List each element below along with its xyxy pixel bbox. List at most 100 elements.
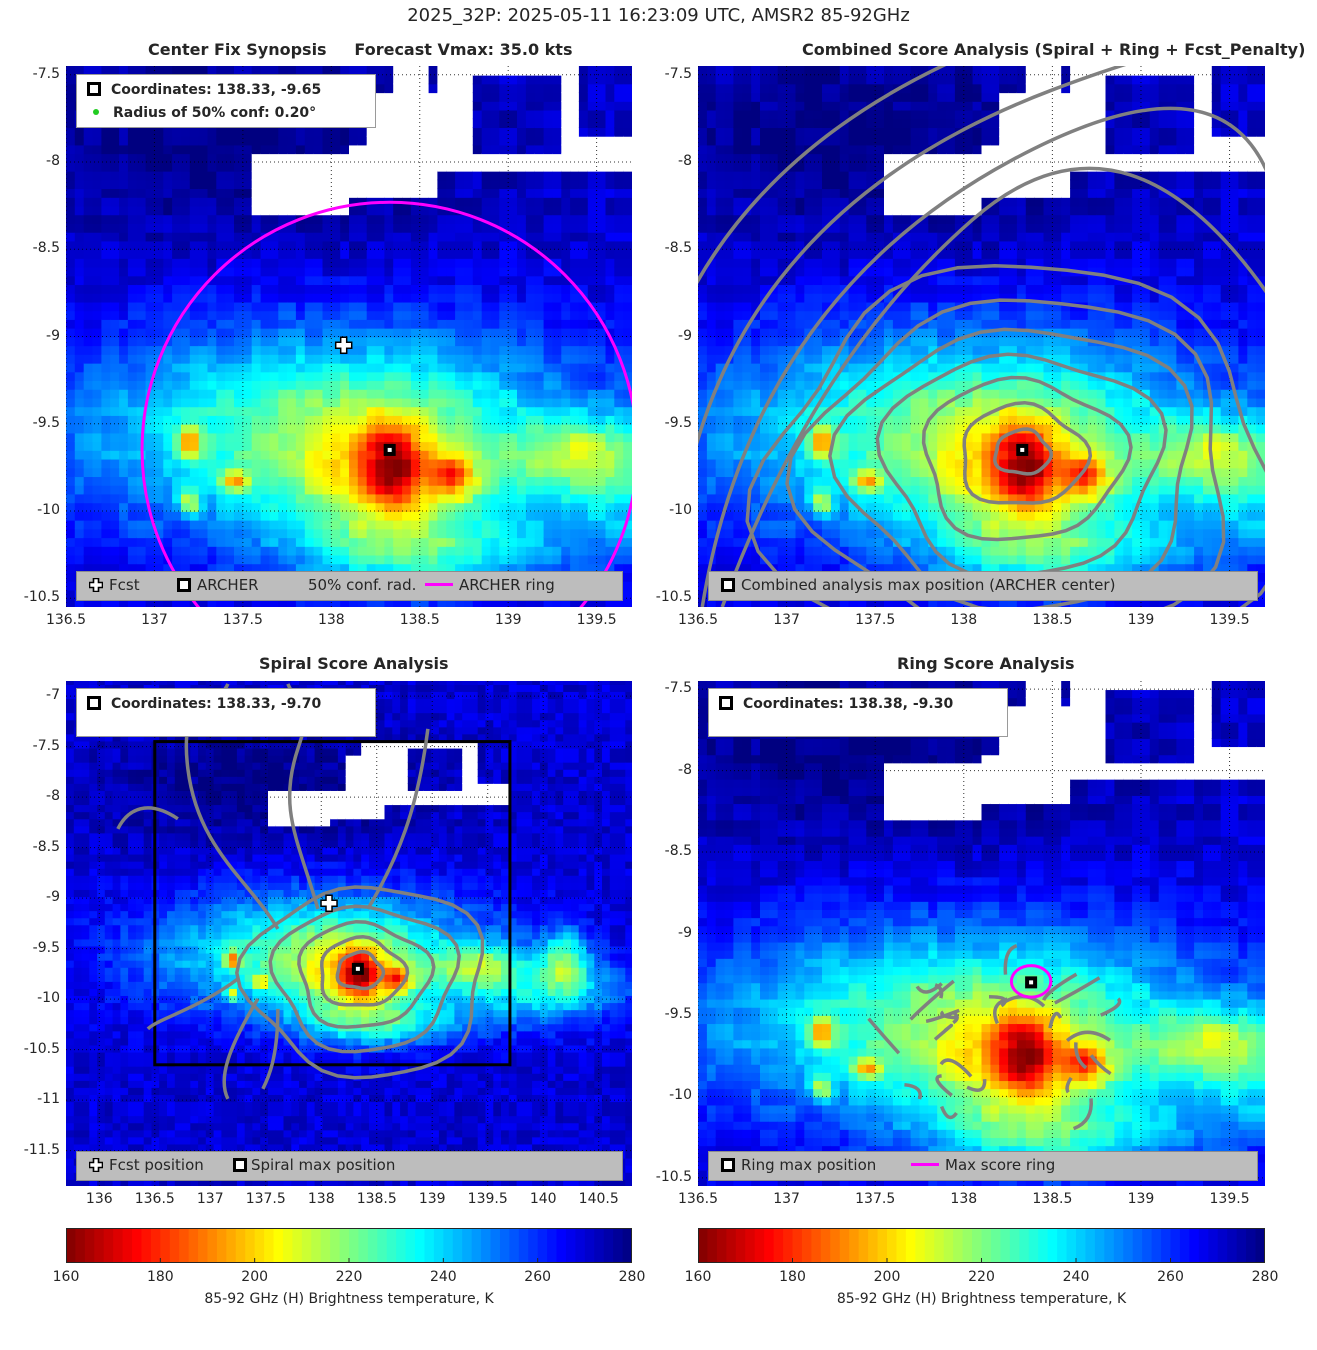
colorbar-tick-label: 240: [429, 1269, 457, 1285]
colorbar-tick-label: 240: [1062, 1269, 1090, 1285]
spiral-fcst-marker: [320, 894, 338, 912]
x-tick-label: 137.5: [855, 1191, 896, 1207]
tb-field: [698, 681, 1265, 1186]
colorbar-swatch: [896, 1228, 907, 1263]
colorbar-swatch: [877, 1228, 888, 1263]
colorbar-right-label: 85-92 GHz (H) Brightness temperature, K: [836, 1291, 1127, 1307]
y-tick-label: -10.5: [23, 1040, 60, 1057]
combined-title: Combined Score Analysis (Spiral + Ring +…: [802, 40, 1306, 59]
colorbar-swatch: [811, 1228, 822, 1263]
colorbar-swatch: [415, 1228, 426, 1263]
colorbar-swatch: [320, 1228, 331, 1263]
colorbar-swatch: [301, 1228, 313, 1263]
colorbar-swatch: [1057, 1228, 1068, 1263]
spiral-plot: [66, 681, 632, 1186]
contour-line: [925, 1008, 960, 1024]
max-ring-line-icon: [911, 1163, 939, 1166]
combined-legend: Combined analysis max position (ARCHER c…: [708, 571, 1258, 601]
contour-line: [962, 400, 1093, 505]
x-tick-label: 137: [141, 612, 168, 628]
x-tick-label: 139: [418, 1191, 446, 1207]
y-tick-label: -9: [46, 327, 60, 344]
archer-square-icon: [177, 578, 191, 592]
x-tick-label: 138.5: [399, 612, 440, 628]
x-tick-label: 138: [950, 1191, 978, 1207]
fcst-plus-icon: [89, 578, 103, 592]
x-tick-label: 136.5: [134, 1191, 175, 1207]
x-tick-label: 138: [950, 612, 978, 628]
colorbar-right: [697, 1228, 1266, 1263]
contour-line: [1003, 944, 1018, 975]
contour-line: [1089, 1054, 1112, 1076]
colorbar-tick-label: 200: [241, 1269, 269, 1285]
colorbar-swatch: [311, 1228, 322, 1263]
colorbar-swatch: [1076, 1228, 1087, 1263]
y-tick-label: -8.5: [664, 843, 692, 860]
x-tick-label: 139: [494, 612, 522, 628]
ring-line-icon: [425, 583, 453, 586]
contour-line: [921, 375, 1133, 542]
legend-ring: ARCHER ring: [459, 576, 555, 594]
colorbar-swatch: [716, 1228, 728, 1263]
colorbar-swatch: [150, 1228, 162, 1263]
colorbar-swatch: [575, 1228, 586, 1263]
colorbar-swatch: [622, 1228, 633, 1263]
tb-field: [698, 66, 1265, 607]
colorbar-swatch: [509, 1228, 520, 1263]
contour-line: [1048, 1011, 1063, 1029]
x-tick-label: 138.5: [1032, 612, 1073, 628]
colorbar-swatch: [386, 1228, 397, 1263]
spiral-info-box: Coordinates: 138.33, -9.70: [76, 688, 376, 737]
y-tick-label: -8.5: [32, 240, 60, 257]
combined-outer-contours: [698, 66, 1265, 607]
x-tick-label: 138.5: [356, 1191, 397, 1207]
colorbar-swatch: [981, 1228, 992, 1263]
synopsis-radius: Radius of 50% conf: 0.20°: [113, 105, 317, 121]
colorbar-swatch: [1227, 1228, 1238, 1263]
colorbar-swatch: [1217, 1228, 1228, 1263]
colorbar-tick-label: 180: [146, 1269, 174, 1285]
x-tick-label: 137.5: [245, 1191, 286, 1207]
y-tick-label: -10.5: [655, 1168, 692, 1185]
y-tick-label: -8: [678, 761, 692, 778]
contour-line: [785, 298, 1226, 607]
fcst-marker: [334, 336, 353, 354]
colorbar-swatch: [584, 1228, 596, 1263]
colorbar-swatch: [188, 1228, 199, 1263]
colorbar-swatch: [801, 1228, 813, 1263]
colorbar-swatch: [132, 1228, 143, 1263]
ring-contours: [867, 944, 1122, 1131]
x-tick-label: 139.5: [1209, 1191, 1250, 1207]
colorbar-swatch: [235, 1228, 247, 1263]
legend-spiral-max: Spiral max position: [251, 1156, 396, 1174]
y-tick-label: -9.5: [664, 1005, 692, 1022]
colorbar-swatch: [1255, 1228, 1266, 1263]
colorbar-swatch: [1094, 1228, 1106, 1263]
colorbar-swatch: [75, 1228, 86, 1263]
x-tick-label: 139: [1127, 1191, 1155, 1207]
colorbar-swatch: [330, 1228, 341, 1263]
colorbar-swatch: [783, 1228, 794, 1263]
colorbar-swatch: [1132, 1228, 1143, 1263]
colorbar-swatch: [198, 1228, 209, 1263]
ring-max-marker-center: [1029, 980, 1034, 985]
colorbar-swatch: [1151, 1228, 1162, 1263]
colorbar-swatch: [207, 1228, 218, 1263]
colorbar-swatch: [113, 1228, 124, 1263]
colorbar-swatch: [1019, 1228, 1030, 1263]
y-tick-label: -7.5: [664, 65, 692, 82]
archer-marker-icon: [87, 82, 101, 96]
contour-line: [1041, 972, 1078, 1002]
colorbar-left: [65, 1228, 633, 1263]
conf-dot-icon: [93, 109, 99, 115]
spiral-coords: Coordinates: 138.33, -9.70: [111, 696, 322, 712]
colorbar-swatch: [698, 1228, 709, 1263]
x-tick-label: 136: [85, 1191, 113, 1207]
x-tick-label: 137.5: [855, 612, 896, 628]
colorbar-swatch: [726, 1228, 737, 1263]
colorbar-swatch: [245, 1228, 256, 1263]
y-tick-label: -10: [669, 502, 692, 519]
colorbar-swatch: [1189, 1228, 1200, 1263]
colorbar-swatch: [924, 1228, 936, 1263]
colorbar-swatch: [1085, 1228, 1096, 1263]
